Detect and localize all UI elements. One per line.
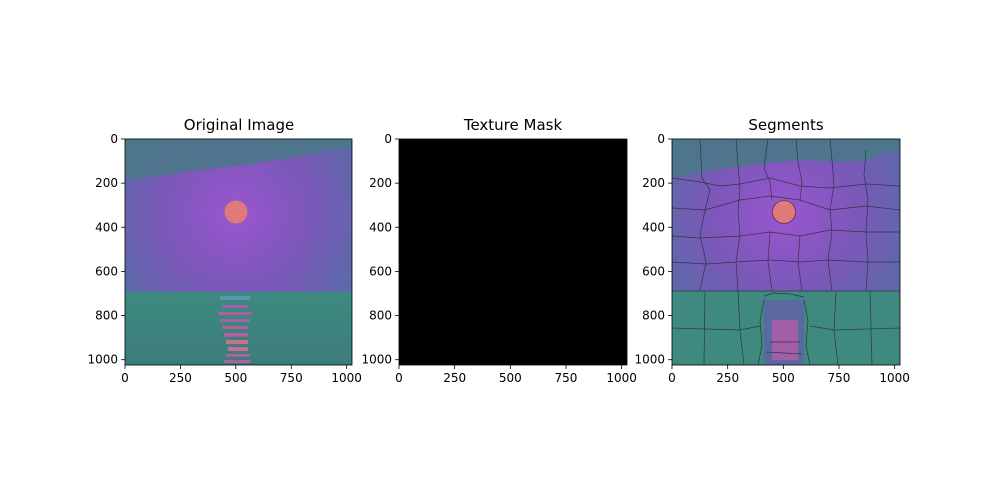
y-tick-label: 800 (642, 309, 665, 323)
panel-title: Segments (748, 116, 824, 134)
x-tick-label: 1000 (879, 371, 910, 385)
y-tick-label: 600 (642, 264, 665, 278)
x-tick-label: 1000 (606, 371, 637, 385)
x-tick-label: 0 (121, 371, 129, 385)
sun (772, 200, 796, 224)
y-tick-label: 200 (95, 176, 118, 190)
x-tick-label: 500 (772, 371, 795, 385)
panel-texture-mask: Texture Mask 0 250 500 750 10000200400600800… (361, 116, 636, 385)
y-tick-label: 0 (110, 132, 118, 146)
y-tick-label: 0 (657, 132, 665, 146)
y-tick-label: 1000 (361, 353, 392, 367)
y-tick-label: 600 (369, 264, 392, 278)
x-tick-label: 750 (828, 371, 851, 385)
y-tick-label: 200 (369, 176, 392, 190)
x-tick-label: 0 (668, 371, 676, 385)
y-tick-label: 1000 (634, 353, 665, 367)
panel-original-image: Original Image (87, 116, 362, 385)
x-tick-label: 250 (443, 371, 466, 385)
x-tick-label: 750 (280, 371, 303, 385)
texture-mask-image (399, 139, 627, 365)
segments-image (672, 139, 900, 365)
y-tick-label: 600 (95, 264, 118, 278)
y-tick-label: 400 (369, 220, 392, 234)
panel-title: Original Image (184, 116, 294, 134)
y-tick-label: 800 (95, 309, 118, 323)
x-tick-label: 0 (395, 371, 403, 385)
x-tick-label: 750 (555, 371, 578, 385)
y-tick-label: 400 (95, 220, 118, 234)
x-tick-label: 500 (499, 371, 522, 385)
y-tick-label: 800 (369, 309, 392, 323)
y-tick-label: 200 (642, 176, 665, 190)
y-tick-label: 1000 (87, 353, 118, 367)
x-tick-label: 1000 (331, 371, 362, 385)
sun (224, 200, 248, 224)
original-image (125, 139, 352, 365)
x-tick-label: 250 (169, 371, 192, 385)
y-tick-label: 400 (642, 220, 665, 234)
panel-title: Texture Mask (463, 116, 563, 134)
x-tick-label: 250 (716, 371, 739, 385)
x-tick-label: 500 (224, 371, 247, 385)
y-tick-label: 0 (384, 132, 392, 146)
panel-segments: Segments (634, 116, 909, 385)
